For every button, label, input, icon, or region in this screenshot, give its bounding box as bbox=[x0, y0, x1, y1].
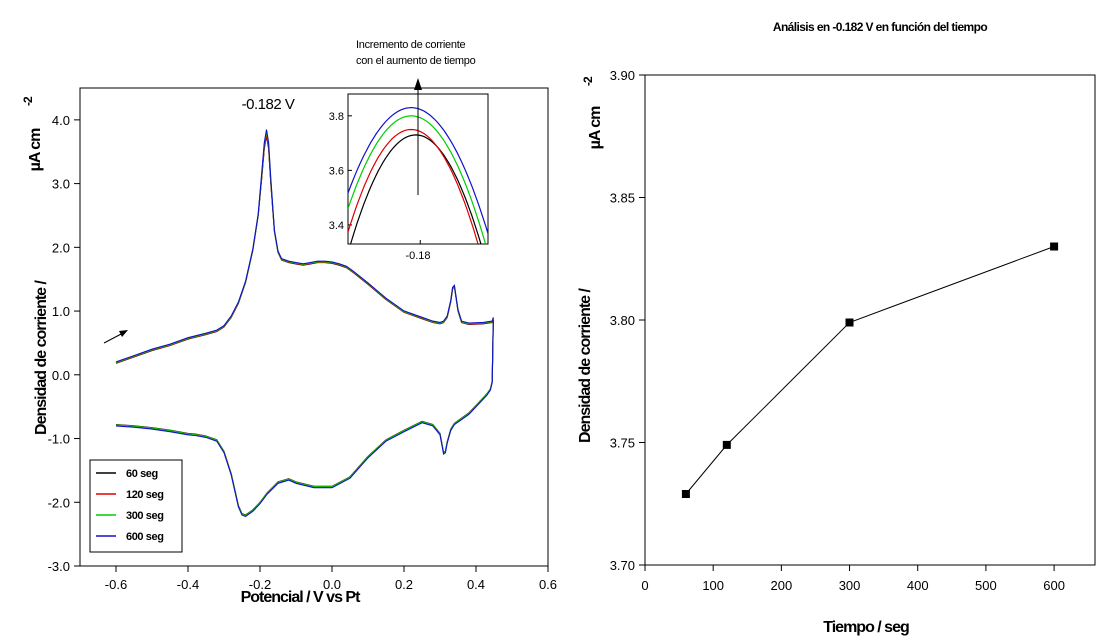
left-y-axis-unit-exponent: -2 bbox=[21, 96, 35, 106]
left-y-tick-label: 1.0 bbox=[52, 304, 70, 319]
right-y-axis-unit-exponent: -2 bbox=[581, 76, 595, 86]
time-series-line bbox=[685, 246, 1055, 495]
inset-y-tick-label: 3.4 bbox=[329, 220, 344, 232]
right-x-ticks: 0 100 200 300 400 500 600 bbox=[641, 565, 1065, 593]
inset: 3.43.63.8 -0.18 Incremento de corriente … bbox=[329, 39, 489, 262]
left-series-group bbox=[115, 129, 494, 518]
left-x-tick-label: -0.4 bbox=[177, 577, 199, 592]
time-series-point bbox=[681, 490, 690, 498]
legend-label-300-seg: 300 seg bbox=[126, 510, 164, 522]
cv-reverse-line-600-seg bbox=[115, 320, 494, 518]
inset-annotation-line-1: Incremento de corriente bbox=[356, 39, 465, 51]
left-x-tick-label: 0.2 bbox=[395, 577, 413, 592]
left-y-tick-label: -1.0 bbox=[48, 432, 70, 447]
right-y-tick-label: 3.70 bbox=[610, 558, 635, 573]
right-x-tick-label: 300 bbox=[839, 578, 861, 593]
right-x-tick-label: 200 bbox=[771, 578, 793, 593]
left-y-axis-unit: µA cm bbox=[27, 128, 44, 172]
right-x-tick-label: 400 bbox=[907, 578, 929, 593]
left-peak-label: -0.182 V bbox=[242, 96, 295, 113]
right-x-tick-label: 600 bbox=[1043, 578, 1065, 593]
right-y-axis-label-group: Densidad de corriente / µA cm -2 bbox=[577, 76, 604, 443]
left-x-tick-label: 0.6 bbox=[539, 577, 557, 592]
time-series-point bbox=[845, 318, 854, 327]
right-x-tick-label: 0 bbox=[641, 578, 648, 593]
left-chart: -0.6 -0.4 -0.2 0.0 0.2 0.4 0.6 -3.0 -2.0 -1.0 0.0… bbox=[21, 39, 557, 606]
left-plot-frame bbox=[79, 87, 549, 567]
scan-direction-arrowhead bbox=[119, 330, 128, 337]
right-x-tick-label: 500 bbox=[975, 578, 997, 593]
right-y-axis-label: Densidad de corriente / bbox=[577, 287, 594, 442]
left-y-ticks: -3.0 -2.0 -1.0 0.0 1.0 2.0 3.0 4.0 bbox=[48, 113, 80, 574]
inset-y-tick-label: 3.6 bbox=[329, 165, 344, 177]
inset-x-tick-label: -0.18 bbox=[405, 250, 430, 262]
left-y-tick-label: 4.0 bbox=[52, 113, 70, 128]
time-series-point bbox=[1050, 242, 1059, 251]
legend: 60 seg 120 seg 300 seg 600 seg bbox=[89, 459, 183, 553]
right-chart: Análisis en -0.182 V en función del tiem… bbox=[577, 20, 1096, 636]
left-x-axis-label: Potencial / V vs Pt bbox=[241, 589, 362, 606]
left-y-tick-label: 0.0 bbox=[52, 368, 70, 383]
right-y-tick-label: 3.75 bbox=[610, 436, 635, 451]
right-plot-frame bbox=[644, 74, 1096, 566]
inset-annotation-line-2: con el aumento de tiempo bbox=[356, 55, 476, 67]
inset-y-tick-label: 3.8 bbox=[329, 111, 344, 123]
left-x-tick-label: 0.4 bbox=[467, 577, 485, 592]
left-x-tick-label: 0.0 bbox=[323, 577, 341, 592]
legend-label-600-seg: 600 seg bbox=[126, 531, 164, 543]
left-y-axis-label-group: Densidad de corriente / µA cm -2 bbox=[21, 96, 50, 435]
right-series-group bbox=[681, 242, 1059, 498]
right-y-tick-label: 3.80 bbox=[610, 313, 635, 328]
inset-increase-arrowhead bbox=[414, 78, 422, 90]
left-x-tick-label: -0.2 bbox=[249, 577, 271, 592]
cv-reverse-line-300-seg bbox=[115, 319, 494, 517]
left-x-tick-label: -0.6 bbox=[105, 577, 127, 592]
left-y-tick-label: -2.0 bbox=[48, 495, 70, 510]
time-series-point bbox=[722, 440, 731, 449]
cv-forward-line-600-seg bbox=[115, 129, 494, 363]
legend-label-60-seg: 60 seg bbox=[126, 468, 158, 480]
left-y-axis-label: Densidad de corriente / bbox=[33, 279, 50, 434]
right-y-tick-label: 3.85 bbox=[610, 191, 635, 206]
right-y-ticks: 3.70 3.75 3.80 3.85 3.90 bbox=[610, 68, 645, 573]
left-y-tick-label: 2.0 bbox=[52, 240, 70, 255]
legend-label-120-seg: 120 seg bbox=[126, 489, 164, 501]
left-y-tick-label: 3.0 bbox=[52, 177, 70, 192]
legend-items: 60 seg 120 seg 300 seg 600 seg bbox=[96, 468, 164, 543]
right-x-tick-label: 100 bbox=[702, 578, 724, 593]
right-y-axis-unit: µA cm bbox=[587, 106, 604, 150]
right-x-axis-label: Tiempo / seg bbox=[823, 619, 909, 636]
right-chart-title: Análisis en -0.182 V en función del tiem… bbox=[773, 20, 987, 34]
left-x-ticks: -0.6 -0.4 -0.2 0.0 0.2 0.4 0.6 bbox=[105, 566, 557, 592]
right-y-tick-label: 3.90 bbox=[610, 68, 635, 83]
left-y-tick-label: -3.0 bbox=[48, 559, 70, 574]
